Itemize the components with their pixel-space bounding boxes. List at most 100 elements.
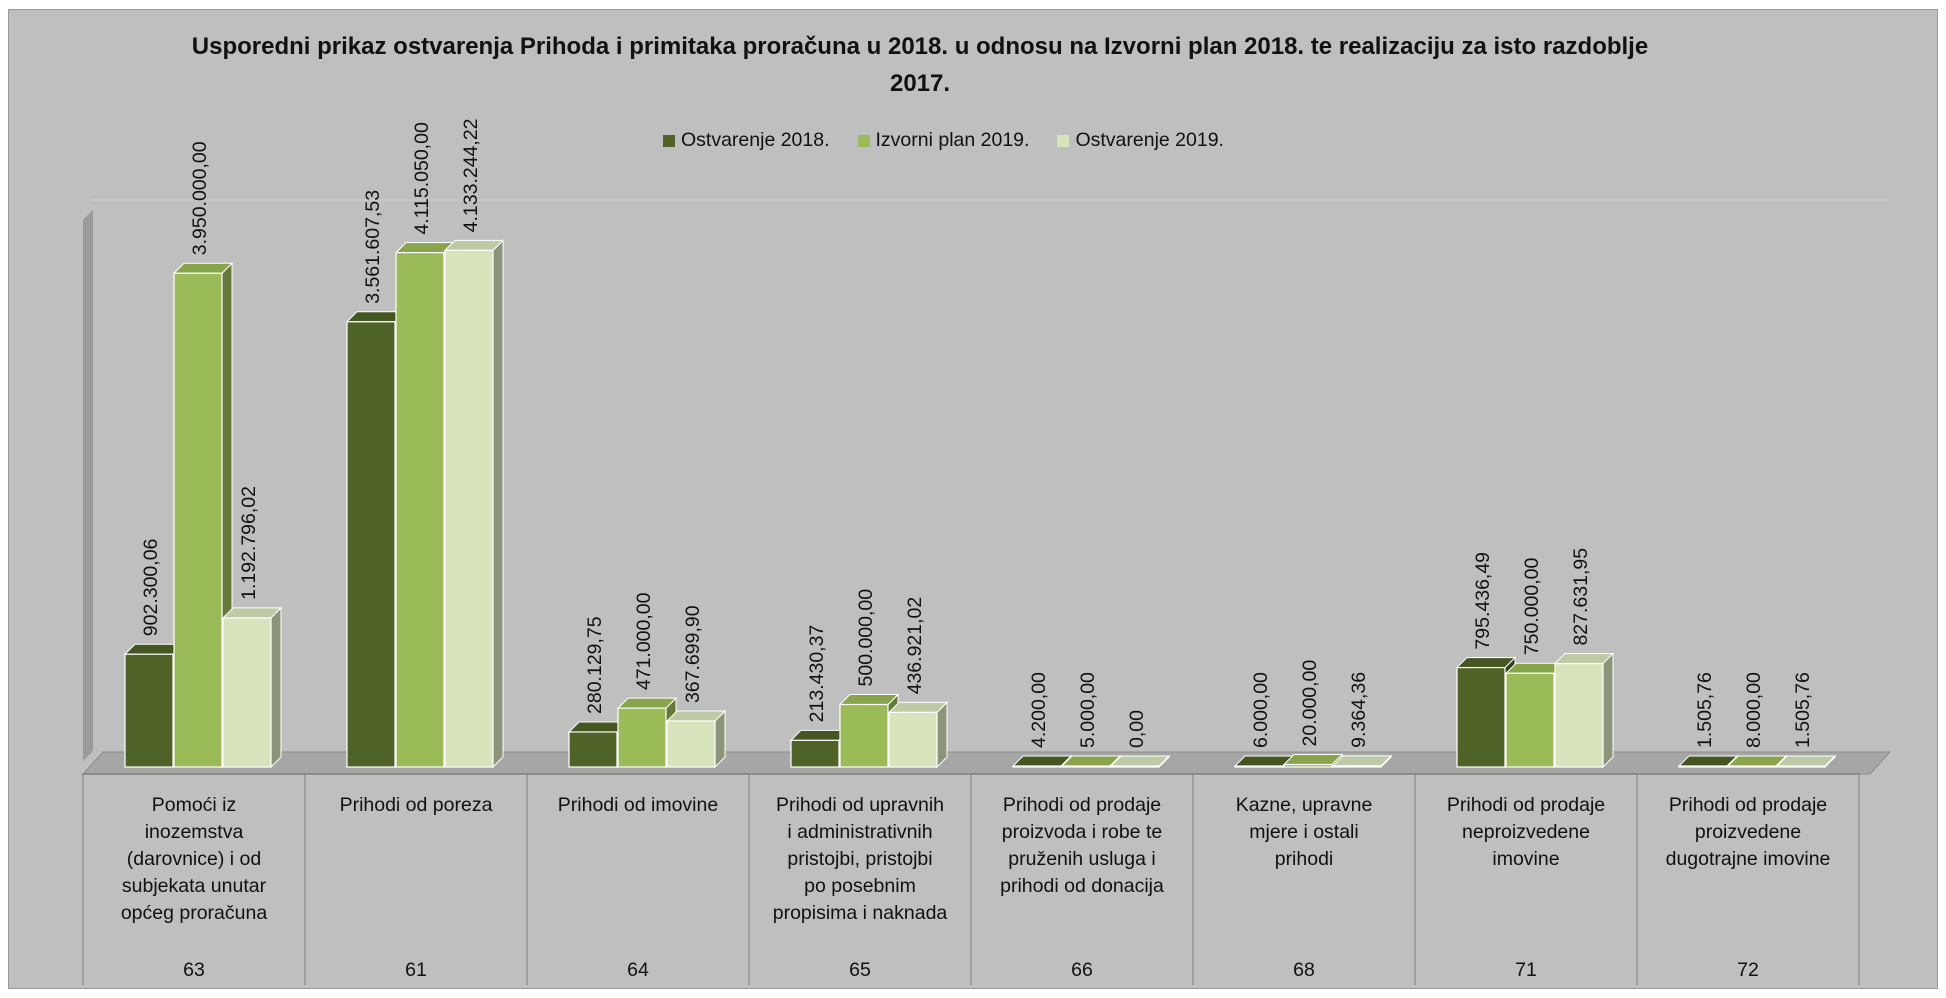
- bar: [1234, 765, 1284, 768]
- bar-top-face: [616, 697, 678, 709]
- bar-top-face: [1282, 754, 1344, 765]
- category-code-label: 66: [1071, 959, 1093, 981]
- category-code-label: 65: [849, 959, 871, 981]
- bar-side-face: [1602, 652, 1614, 769]
- bar-top-face: [1726, 755, 1788, 767]
- chart-area: [8, 9, 1938, 989]
- bar: [1727, 765, 1777, 768]
- category-code-label: 72: [1737, 959, 1759, 981]
- category-label: pristojbi, pristojbi: [787, 848, 932, 870]
- data-label: 6.000,00: [1250, 672, 1272, 748]
- data-label: 750.000,00: [1521, 557, 1543, 655]
- bar-top-face: [1011, 755, 1073, 767]
- data-label: 902.300,06: [140, 539, 162, 637]
- category-label: proizvedene: [1695, 821, 1801, 843]
- bar: [222, 617, 272, 768]
- bar: [1456, 666, 1506, 768]
- bar-top-face: [1331, 755, 1393, 767]
- bar: [1554, 662, 1604, 768]
- bar: [790, 739, 840, 768]
- data-label: 1.192.796,02: [238, 486, 260, 600]
- chart-title: Usporedni prikaz ostvarenja Prihoda i pr…: [191, 33, 1649, 97]
- category-code-label: 63: [183, 959, 205, 981]
- category-label: Prihodi od upravnih: [776, 794, 944, 816]
- bar-top-face: [838, 694, 900, 705]
- bar-top-face: [1455, 657, 1517, 669]
- category-label: Prihodi od poreza: [340, 794, 493, 816]
- bar-top-face: [172, 262, 234, 274]
- bar: [1332, 765, 1382, 768]
- legend-label-series-2: Izvorni plan 2019.: [875, 129, 1030, 151]
- category-label: (darovnice) i od: [127, 848, 261, 870]
- data-label: 1.505,76: [1694, 672, 1716, 748]
- data-label: 471.000,00: [633, 592, 655, 690]
- category-label: prihodi od donacija: [1000, 875, 1164, 897]
- bar-top-face: [1060, 755, 1122, 767]
- data-label: 367.699,90: [682, 605, 704, 703]
- bar: [839, 703, 889, 768]
- legend-item-series-1: Ostvarenje 2018.: [663, 129, 830, 152]
- bar: [617, 707, 667, 768]
- bar: [1110, 765, 1160, 768]
- category-code-label: 61: [405, 959, 427, 981]
- data-label: 0,00: [1126, 710, 1148, 748]
- bar-top-face: [1677, 755, 1739, 767]
- bar: [1061, 765, 1111, 768]
- bar: [173, 272, 223, 768]
- bar: [568, 731, 618, 768]
- category-label: po posebnim: [804, 875, 916, 897]
- bar-top-face: [443, 239, 505, 251]
- legend-swatch-series-1: [663, 134, 675, 147]
- category-label: prihodi: [1275, 848, 1334, 870]
- bar-top-face: [1109, 755, 1171, 767]
- category-code-label: 71: [1515, 959, 1537, 981]
- legend: Ostvarenje 2018. Izvorni plan 2019. Ostv…: [663, 129, 1224, 152]
- bar: [666, 720, 716, 768]
- bar: [444, 249, 494, 768]
- data-label: 1.505,76: [1792, 672, 1814, 748]
- bar: [1505, 672, 1555, 768]
- category-label: dugotrajne imovine: [1666, 848, 1831, 870]
- category-label: mjere i ostali: [1249, 821, 1358, 843]
- bar: [346, 321, 396, 768]
- data-label: 5.000,00: [1077, 672, 1099, 748]
- category-label: proizvoda i robe te: [1002, 821, 1162, 843]
- bar-side-face: [936, 701, 948, 769]
- category-label: Pomoći iz: [152, 794, 237, 816]
- legend-swatch-series-2: [857, 134, 870, 147]
- data-label: 436.921,02: [904, 597, 926, 695]
- data-label: 4.115.050,00: [411, 122, 433, 235]
- category-label: i administrativnih: [787, 821, 932, 843]
- legend-swatch-series-3: [1057, 134, 1070, 147]
- category-label: Kazne, upravne: [1236, 794, 1373, 816]
- category-code-label: 64: [627, 959, 649, 981]
- bar-side-face: [270, 606, 282, 769]
- bar: [395, 252, 445, 768]
- data-label: 8.000,00: [1743, 672, 1765, 748]
- data-label: 795.436,49: [1472, 552, 1494, 650]
- category-label: općeg proračuna: [121, 902, 268, 924]
- bar-top-face: [221, 607, 283, 619]
- data-label: 280.129,75: [584, 616, 606, 714]
- category-label: pruženih usluga i: [1008, 848, 1155, 870]
- bar-top-face: [1775, 755, 1837, 767]
- bar: [1012, 765, 1062, 768]
- category-label: Prihodi od imovine: [558, 794, 718, 816]
- data-label: 500.000,00: [855, 589, 877, 687]
- side-wall: [83, 210, 93, 761]
- bar: [1678, 765, 1728, 768]
- bar: [1776, 765, 1826, 768]
- data-label: 3.561.607,53: [362, 190, 384, 304]
- category-label: propisima i naknada: [773, 902, 948, 924]
- legend-label-series-1: Ostvarenje 2018.: [681, 129, 830, 151]
- bar-top-face: [887, 701, 949, 713]
- bar: [1283, 763, 1333, 768]
- legend-item-series-3: Ostvarenje 2019.: [1057, 129, 1224, 152]
- legend-label-series-3: Ostvarenje 2019.: [1075, 129, 1224, 151]
- data-label: 4.200,00: [1028, 672, 1050, 748]
- category-code-label: 68: [1293, 959, 1315, 981]
- category-label: neproizvedene: [1462, 821, 1590, 843]
- data-label: 20.000,00: [1299, 660, 1321, 747]
- data-label: 9.364,36: [1348, 672, 1370, 748]
